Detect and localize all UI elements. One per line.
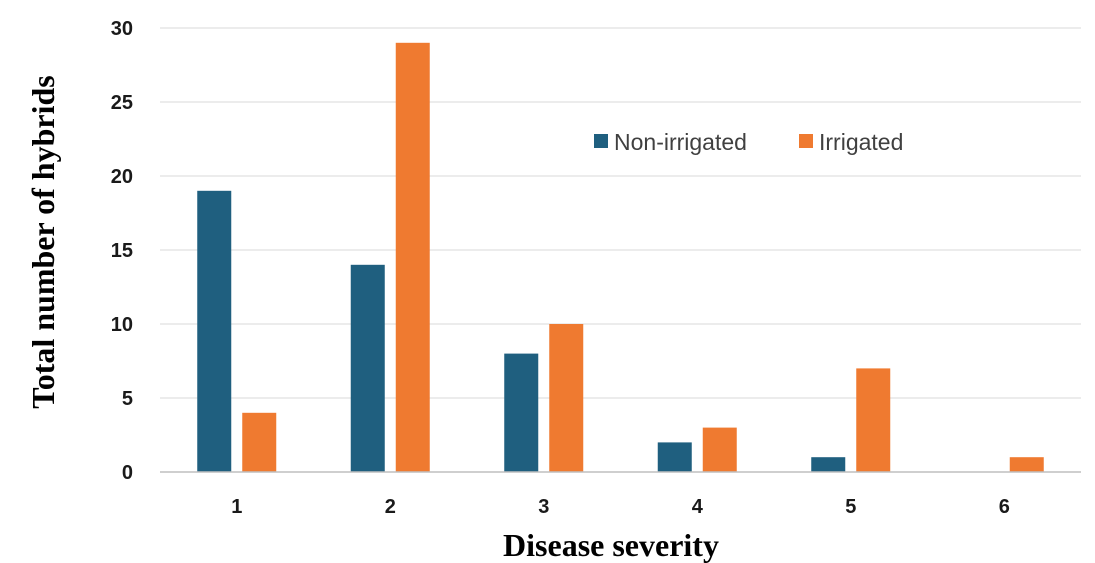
legend-label-non-irrigated: Non-irrigated [614,129,747,155]
bar-non-irrigated-1 [197,190,232,473]
x-tick-label: 5 [845,496,856,518]
bar-irrigated-6 [1009,457,1044,472]
bar-non-irrigated-2 [350,264,385,472]
bar-irrigated-3 [549,324,584,472]
y-axis-title: Total number of hybrids [25,75,61,408]
x-tick-label: 3 [538,496,549,518]
y-tick-label: 20 [111,166,133,188]
gridlines [160,27,1081,399]
y-tick-label: 25 [111,92,133,114]
y-tick-label: 10 [111,314,133,336]
bar-non-irrigated-4 [657,442,692,472]
bar-irrigated-5 [856,368,891,472]
bar-irrigated-4 [702,427,737,472]
legend-swatch-non-irrigated [594,134,608,148]
x-tick-label: 6 [999,496,1010,518]
y-tick-label: 15 [111,240,133,262]
y-tick-label: 0 [122,462,133,484]
legend: Non-irrigated Irrigated [594,129,903,155]
bars [197,42,1044,473]
legend-swatch-irrigated [799,134,813,148]
y-tick-label: 30 [111,18,133,40]
bar-non-irrigated-3 [504,353,539,472]
x-tick-label: 4 [692,496,704,518]
x-axis-title: Disease severity [503,527,719,563]
x-tick-labels: 1 2 3 4 5 6 [231,496,1010,518]
x-tick-label: 2 [385,496,396,518]
legend-label-irrigated: Irrigated [819,129,903,155]
y-tick-label: 5 [122,388,133,410]
y-tick-labels: 0 5 10 15 20 25 30 [111,18,133,484]
x-tick-label: 1 [231,496,242,518]
bar-irrigated-1 [242,412,277,472]
bar-non-irrigated-5 [811,457,846,472]
bar-irrigated-2 [395,42,430,473]
